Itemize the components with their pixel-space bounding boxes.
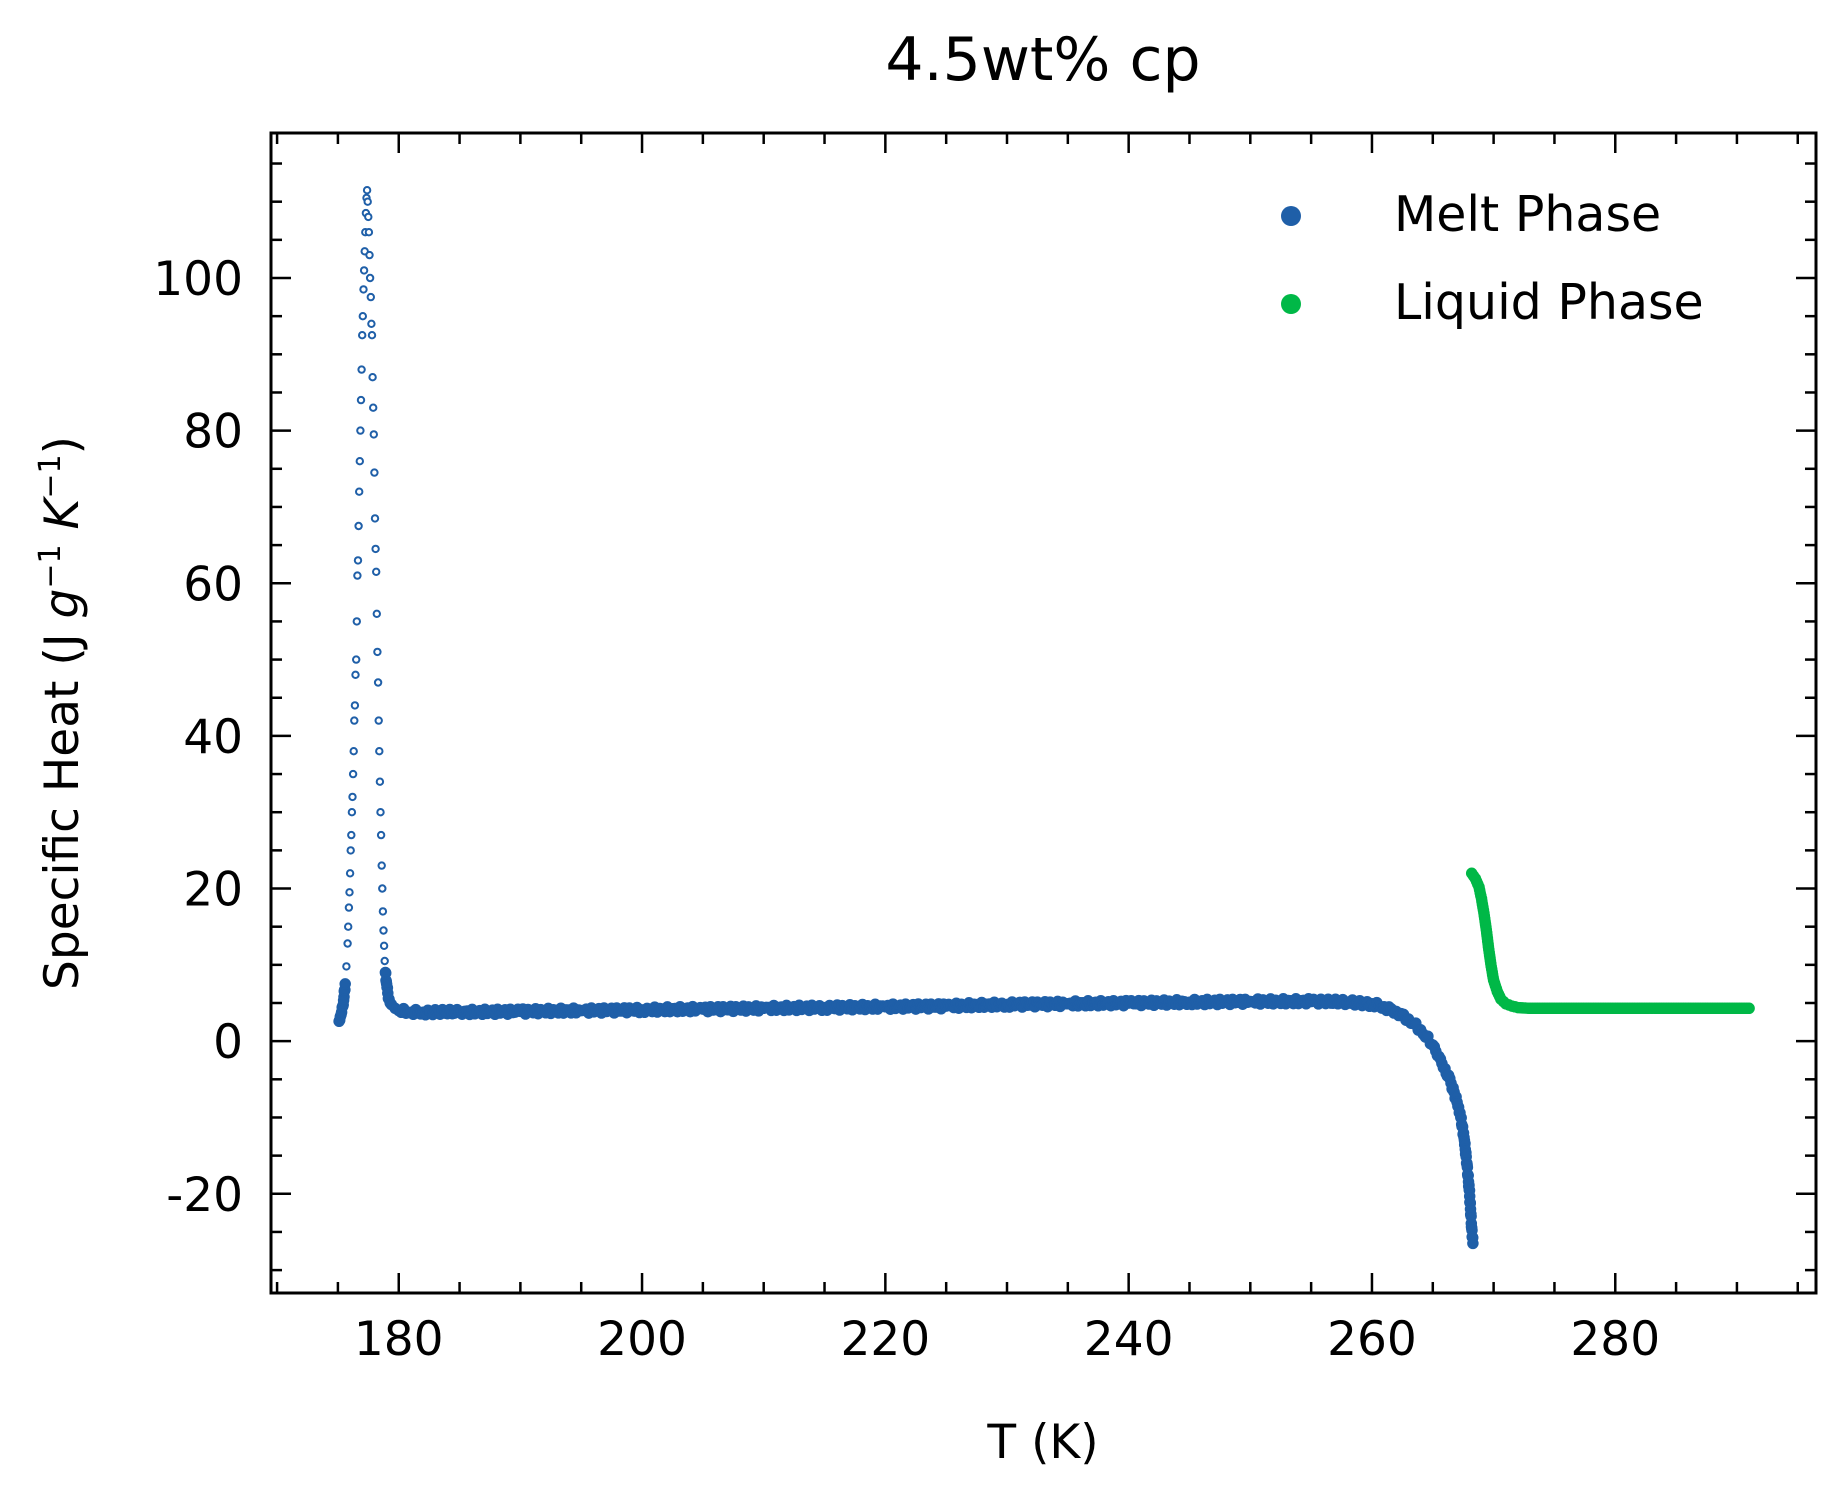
data-point	[344, 922, 353, 931]
y-tick-label: 20	[183, 863, 243, 918]
y-tick-label: 100	[153, 252, 243, 307]
data-point	[355, 487, 364, 496]
data-point	[373, 678, 383, 687]
data-point	[367, 331, 377, 340]
data-point	[348, 792, 357, 802]
data-point	[354, 521, 363, 531]
data-point	[349, 747, 358, 756]
data-point	[342, 962, 351, 971]
data-point	[370, 514, 380, 523]
data-point	[373, 647, 382, 657]
data-point	[372, 609, 381, 618]
data-point	[364, 212, 373, 222]
legend-marker-liquid-phase	[1281, 294, 1301, 314]
data-point	[353, 571, 362, 580]
data-point	[367, 319, 376, 328]
data-point	[380, 956, 389, 966]
data-point	[378, 884, 387, 893]
y-tick-label: 60	[183, 557, 243, 612]
y-axis-label-k: K	[35, 495, 90, 529]
data-point	[377, 861, 386, 870]
data-point	[350, 701, 360, 710]
x-tick-label: 260	[1327, 1312, 1417, 1367]
axis-ticks	[271, 133, 1816, 1293]
y-axis-label-suffix: )	[35, 436, 90, 454]
data-point	[364, 228, 374, 237]
data-point	[366, 292, 375, 302]
data-point	[357, 365, 366, 374]
data-point	[379, 941, 389, 950]
data-point	[365, 250, 374, 260]
data-point	[368, 373, 377, 382]
data-point	[356, 395, 366, 405]
x-tick-label: 280	[1570, 1312, 1660, 1367]
data-point	[347, 808, 357, 817]
data-point	[343, 939, 352, 948]
data-point	[359, 266, 369, 275]
data-point	[372, 567, 381, 576]
data-point	[369, 430, 378, 439]
data-point	[374, 716, 383, 725]
series-liquid-phase	[1465, 867, 1755, 1015]
data-point	[347, 830, 356, 840]
data-point	[369, 403, 378, 412]
y-axis-label-k-exp: −1	[33, 454, 68, 498]
legend-marker-melt-phase	[1281, 206, 1301, 226]
y-axis-label-g: g	[35, 589, 90, 619]
data-point	[352, 617, 361, 626]
x-axis-label: T (K)	[986, 1415, 1098, 1470]
plot-area	[269, 131, 1818, 1295]
y-axis-label-g-exp: −1	[33, 544, 68, 588]
data-point	[352, 655, 361, 664]
data-point	[365, 273, 375, 283]
data-point	[376, 830, 386, 840]
data-point	[353, 556, 363, 565]
data-point	[358, 312, 367, 321]
data-point	[370, 468, 379, 477]
data-point	[345, 888, 354, 897]
y-tick-label: 0	[213, 1015, 243, 1070]
legend: Melt Phase Liquid Phase	[1281, 186, 1704, 331]
data-points	[333, 186, 1755, 1250]
data-point	[359, 285, 368, 294]
data-point	[1743, 1002, 1755, 1015]
data-point	[1467, 1237, 1479, 1250]
data-point	[376, 808, 385, 817]
data-point	[375, 777, 385, 786]
data-point	[358, 331, 367, 340]
data-point	[378, 907, 388, 916]
y-tick-label: -20	[166, 1168, 243, 1223]
y-axis-label-prefix: Specific Heat (J	[35, 619, 90, 990]
tick-labels: 180 200 220 240 260 280 -20 0 20 40 60 80 100	[153, 252, 1660, 1367]
data-point	[363, 197, 372, 206]
data-point	[355, 457, 364, 466]
data-point	[351, 670, 360, 679]
data-point	[344, 903, 354, 912]
data-point	[356, 426, 365, 435]
data-point	[348, 769, 358, 779]
y-axis-label-space	[35, 529, 90, 544]
x-tick-label: 200	[597, 1312, 687, 1367]
data-point	[339, 978, 351, 990]
legend-label-liquid-phase: Liquid Phase	[1394, 274, 1704, 331]
legend-label-melt-phase: Melt Phase	[1394, 186, 1661, 243]
series-melt-phase	[333, 186, 1479, 1250]
data-point	[345, 869, 355, 878]
y-axis-label: Specific Heat (J g−1 K−1)	[33, 436, 90, 990]
y-tick-label: 80	[183, 405, 243, 460]
data-point	[371, 544, 380, 554]
chart-title: 4.5wt% cp	[885, 25, 1200, 95]
data-point	[375, 747, 384, 756]
y-tick-label: 40	[183, 710, 243, 765]
data-point	[379, 926, 388, 935]
x-tick-label: 180	[354, 1312, 444, 1367]
data-point	[362, 186, 372, 195]
x-tick-label: 240	[1084, 1312, 1174, 1367]
x-tick-label: 220	[840, 1312, 930, 1367]
data-point	[350, 716, 359, 725]
data-point	[346, 846, 355, 855]
